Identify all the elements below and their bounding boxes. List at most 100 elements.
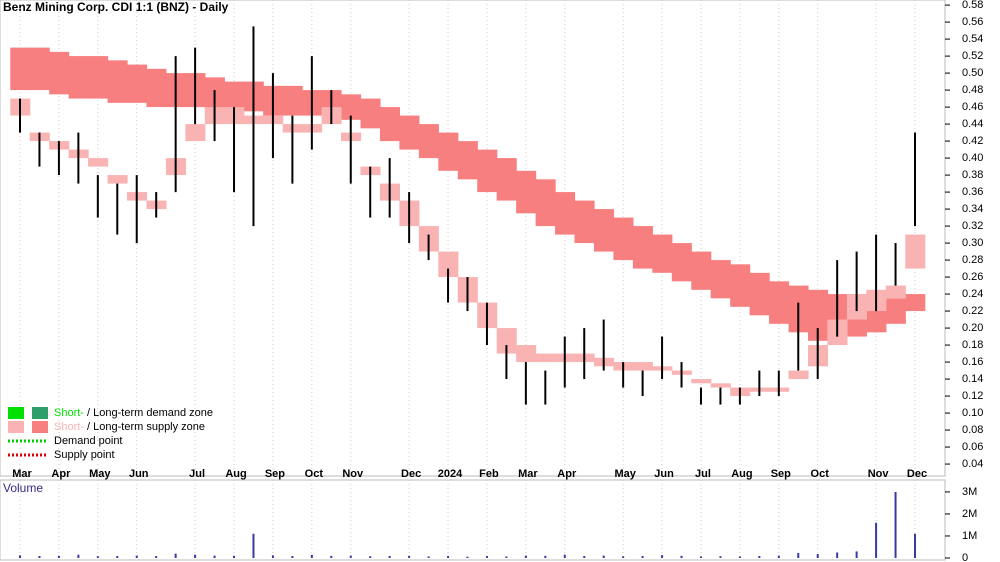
- y-tick-label: 1M: [962, 530, 977, 542]
- zone-band: [516, 345, 537, 363]
- volume-bar: [680, 555, 683, 558]
- y-tick-label: 0: [962, 552, 968, 562]
- y-tick-label: 0.36: [962, 186, 983, 198]
- zone-band: [516, 170, 537, 214]
- legend-text: Short-: [54, 407, 84, 419]
- zone-band: [438, 251, 459, 278]
- y-tick-label: 0.28: [962, 254, 983, 266]
- x-tick-label: Nov: [342, 468, 364, 480]
- volume-bar: [96, 556, 99, 558]
- zone-band: [438, 132, 459, 171]
- x-tick-label: Feb: [479, 468, 499, 480]
- y-tick-label: 0.26: [962, 271, 983, 283]
- volume-bar: [563, 554, 566, 558]
- x-tick-label: Oct: [811, 468, 830, 480]
- x-tick-label: Mar: [518, 468, 538, 480]
- legend-text: /: [84, 421, 93, 433]
- volume-bar: [836, 552, 839, 558]
- zone-band: [68, 56, 89, 99]
- zone-band: [88, 56, 109, 99]
- y-tick-label: 2M: [962, 508, 977, 520]
- legend-swatch: [8, 407, 24, 419]
- zone-band: [593, 209, 615, 252]
- zone-band: [652, 234, 673, 273]
- x-tick-label: May: [89, 468, 111, 480]
- x-tick-label: Aug: [225, 468, 246, 480]
- x-tick-label: Jun: [129, 468, 149, 480]
- volume-bar: [427, 556, 430, 558]
- zone-band: [769, 281, 790, 324]
- volume-bar: [894, 491, 897, 558]
- legend-label: Demand point: [54, 435, 123, 447]
- x-tick-label: Sep: [265, 468, 285, 480]
- zone-band: [710, 383, 731, 388]
- volume-bar: [194, 554, 197, 558]
- x-tick-label: Jul: [189, 468, 205, 480]
- y-tick-label: 0.04: [962, 458, 983, 470]
- legend-text: /: [84, 407, 93, 419]
- volume-bar: [524, 555, 527, 558]
- volume-bar: [116, 556, 119, 558]
- volume-bar: [797, 552, 800, 558]
- volume-bar: [661, 555, 664, 558]
- volume-bar: [330, 555, 333, 558]
- volume-bar: [505, 556, 508, 558]
- zone-band: [282, 85, 303, 116]
- x-tick-label: Apr: [557, 468, 577, 480]
- zone-band: [730, 264, 751, 307]
- x-tick-label: Dec: [401, 468, 421, 480]
- zone-band: [905, 294, 926, 312]
- zone-band: [613, 217, 634, 261]
- legend-label: Short- / Long-term supply zone: [54, 421, 205, 433]
- zone-band: [535, 353, 556, 363]
- y-tick-label: 0.54: [962, 33, 983, 45]
- volume-bar: [855, 551, 858, 558]
- zone-band: [555, 192, 576, 235]
- zone-band: [127, 64, 148, 103]
- legend-swatch: [8, 421, 24, 433]
- x-tick-label: Aug: [731, 468, 752, 480]
- y-tick-label: 0.52: [962, 50, 983, 62]
- zone-band: [807, 289, 829, 341]
- zone-band: [341, 94, 362, 120]
- volume-bar: [914, 533, 916, 558]
- zone-band: [88, 158, 109, 167]
- zone-band: [691, 379, 712, 384]
- zone-band: [691, 251, 712, 290]
- volume-bar: [349, 555, 352, 558]
- volume-bar: [738, 556, 741, 558]
- y-tick-label: 0.08: [962, 424, 983, 436]
- zone-band: [477, 149, 498, 193]
- zone-band: [632, 362, 653, 371]
- y-tick-label: 0.58: [962, 0, 983, 11]
- y-tick-label: 0.16: [962, 356, 983, 368]
- volume-bar: [466, 556, 469, 558]
- x-tick-label: Jun: [654, 468, 674, 480]
- x-tick-label: 2024: [438, 468, 463, 480]
- zone-band: [671, 243, 692, 282]
- y-tick-label: 0.38: [962, 169, 983, 181]
- y-tick-label: 0.12: [962, 390, 983, 402]
- volume-bar: [583, 556, 586, 558]
- volume-bar: [57, 555, 60, 558]
- volume-bar: [875, 522, 878, 558]
- zone-band: [418, 124, 439, 159]
- volume-bar: [622, 556, 625, 558]
- y-tick-label: 0.32: [962, 220, 983, 232]
- zone-band: [185, 124, 206, 142]
- zone-band: [905, 234, 926, 269]
- y-tick-label: 0.42: [962, 135, 983, 147]
- y-tick-label: 0.46: [962, 101, 983, 113]
- volume-bar: [758, 556, 761, 558]
- zone-band: [107, 60, 128, 103]
- volume-bar: [719, 556, 722, 558]
- y-tick-label: 0.44: [962, 118, 983, 130]
- zone-band: [535, 179, 556, 227]
- volume-bar: [602, 555, 605, 558]
- y-tick-label: 0.48: [962, 84, 983, 96]
- x-tick-label: Dec: [907, 468, 927, 480]
- x-tick-label: Mar: [12, 468, 32, 480]
- y-tick-label: 0.34: [962, 203, 983, 215]
- volume-bar: [369, 556, 372, 558]
- y-tick-label: 0.30: [962, 237, 983, 249]
